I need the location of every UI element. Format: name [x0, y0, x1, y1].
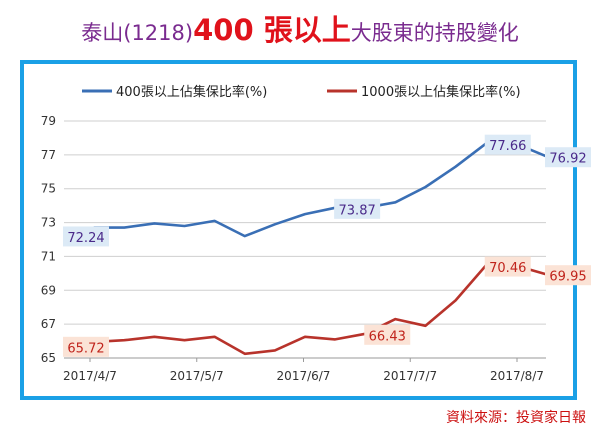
- data-label: 70.46: [489, 261, 526, 276]
- y-tick-label: 71: [41, 249, 56, 263]
- data-label-bg: [484, 256, 531, 277]
- series-line: [63, 142, 547, 238]
- x-tick-label: 2017/5/7: [170, 369, 224, 383]
- chart-frame: [20, 60, 577, 400]
- x-tick-label: 2017/4/7: [63, 369, 117, 383]
- source-note: 資料來源：投資家日報: [446, 410, 586, 426]
- x-tick-label: 2017/6/7: [277, 369, 331, 383]
- title-suffix: 大股東的持股變化: [350, 21, 519, 45]
- data-label-bg: [63, 226, 109, 247]
- y-tick-label: 73: [41, 216, 56, 230]
- y-tick-label: 69: [41, 283, 56, 297]
- title-main: 400 張以上: [193, 13, 351, 47]
- y-tick-label: 77: [41, 148, 56, 162]
- y-tick-label: 75: [41, 182, 56, 196]
- data-label: 72.24: [67, 231, 104, 246]
- data-label-bg: [364, 324, 411, 345]
- y-tick-label: 79: [41, 114, 56, 128]
- x-tick-label: 2017/7/7: [383, 369, 437, 383]
- title-prefix: 泰山(1218): [81, 21, 194, 45]
- y-tick-label: 67: [41, 317, 56, 331]
- data-label: 66.43: [369, 329, 406, 344]
- data-label: 77.66: [489, 139, 526, 154]
- data-label-bg: [545, 265, 591, 286]
- legend-label: 1000張以上佔集保比率(%): [361, 84, 521, 100]
- data-label: 65.72: [67, 341, 104, 356]
- data-label: 73.87: [339, 203, 376, 218]
- x-tick-label: 2017/8/7: [490, 369, 544, 383]
- chart-title: 泰山(1218)400 張以上大股東的持股變化: [0, 10, 600, 55]
- series-line: [63, 264, 547, 356]
- data-label: 69.95: [549, 270, 586, 285]
- legend-label: 400張以上佔集保比率(%): [116, 84, 267, 100]
- data-label-bg: [484, 134, 531, 155]
- data-label-bg: [545, 147, 591, 168]
- data-label-bg: [63, 336, 109, 357]
- y-tick-label: 65: [41, 351, 56, 365]
- data-label-bg: [334, 198, 381, 219]
- data-label: 76.92: [549, 152, 586, 167]
